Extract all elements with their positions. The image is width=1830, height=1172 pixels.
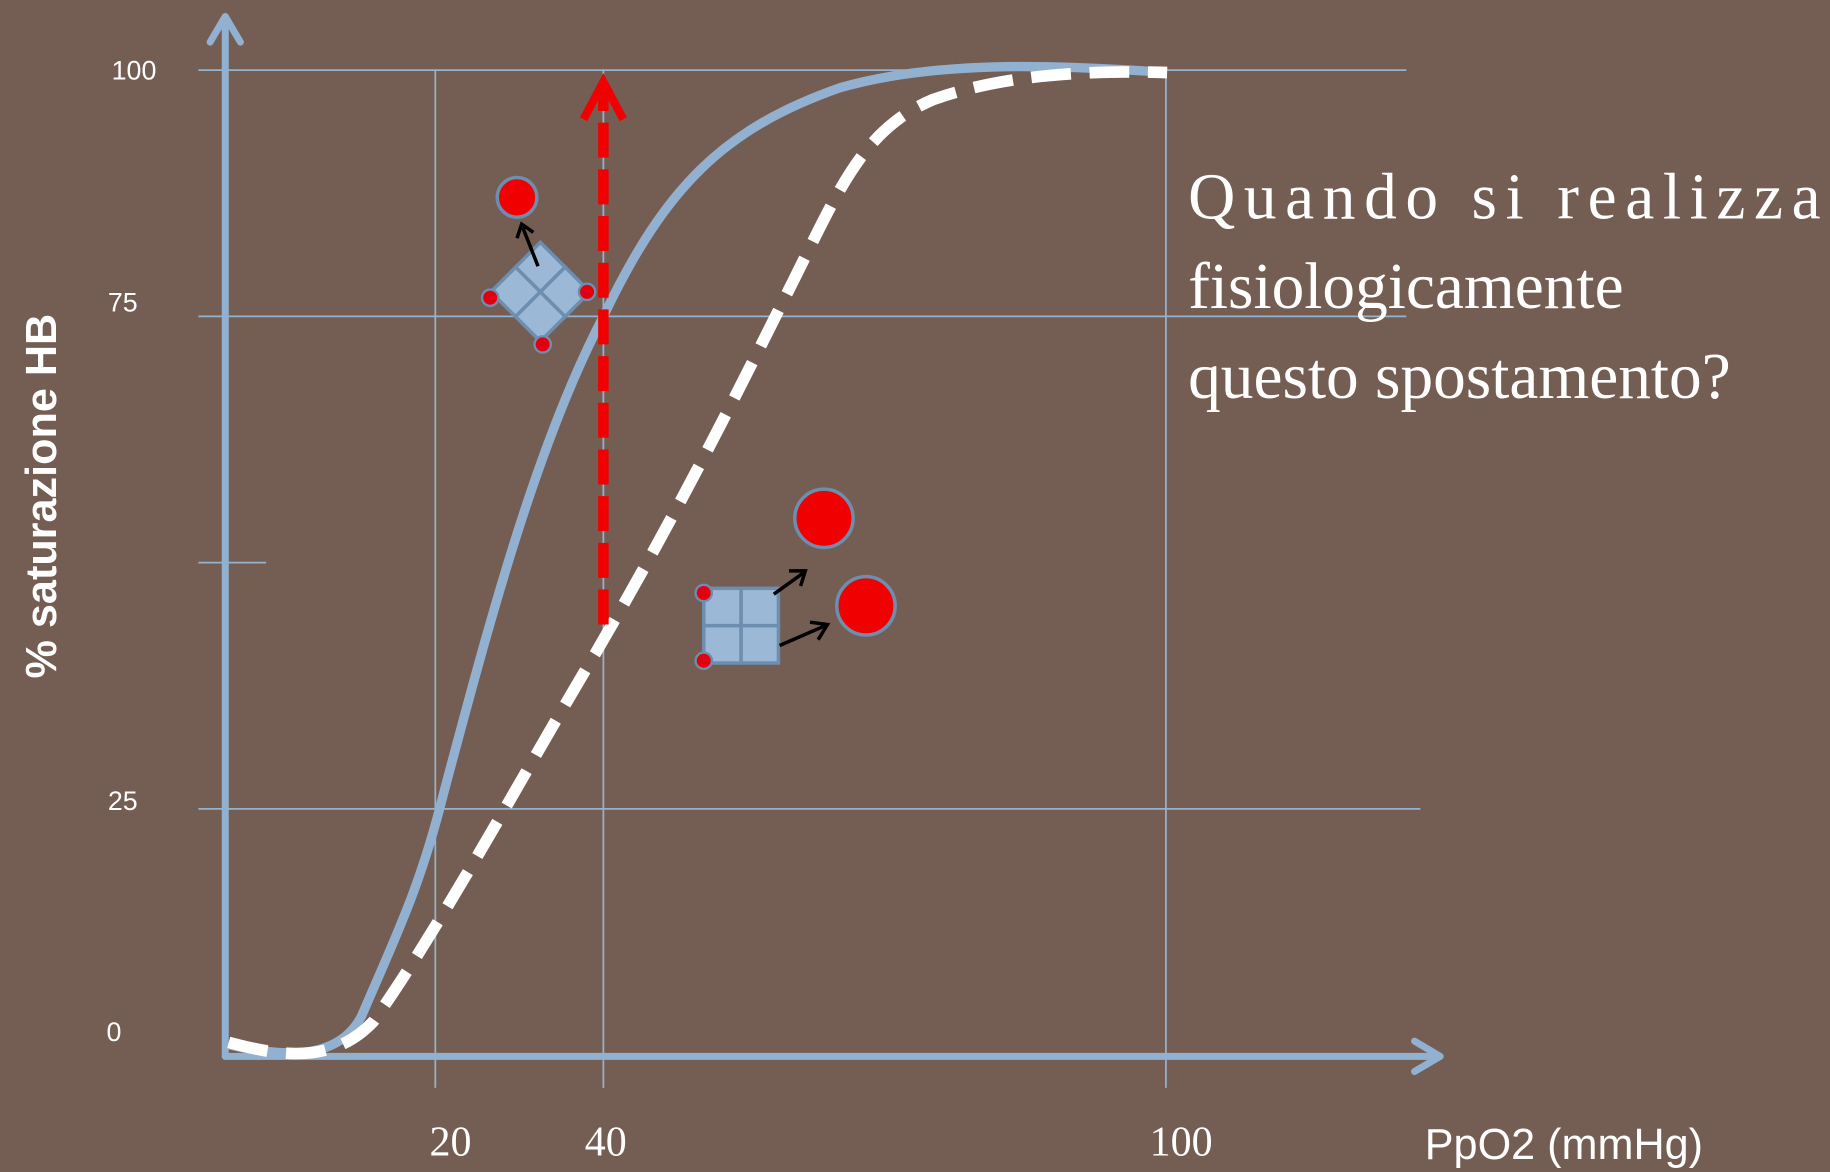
x-axis-title: PpO2 (mmHg) <box>1425 1121 1703 1169</box>
y-axis-arrow <box>206 12 244 46</box>
hemoglobin-released <box>694 487 897 671</box>
normal-curve <box>227 61 1168 1058</box>
shift-arrowhead <box>579 73 627 122</box>
x-tick-label: 40 <box>585 1120 627 1166</box>
axes <box>206 12 1444 1076</box>
x-tick-label: 20 <box>429 1120 471 1166</box>
shifted-curve <box>227 66 1168 1060</box>
question-line: fisiologicamente <box>1188 251 1623 323</box>
hemoglobin-bound <box>480 175 597 354</box>
x-tick-label: 100 <box>1150 1120 1213 1166</box>
y-tick-label: 100 <box>112 55 157 85</box>
y-tick-label: 25 <box>108 786 138 816</box>
y-axis-title: % saturazione HB <box>18 314 66 679</box>
y-tick-label: 0 <box>106 1017 121 1047</box>
y-tick-label: 75 <box>108 288 138 318</box>
question-line: questo spostamento? <box>1188 341 1731 413</box>
x-axis-arrow <box>1411 1037 1444 1076</box>
